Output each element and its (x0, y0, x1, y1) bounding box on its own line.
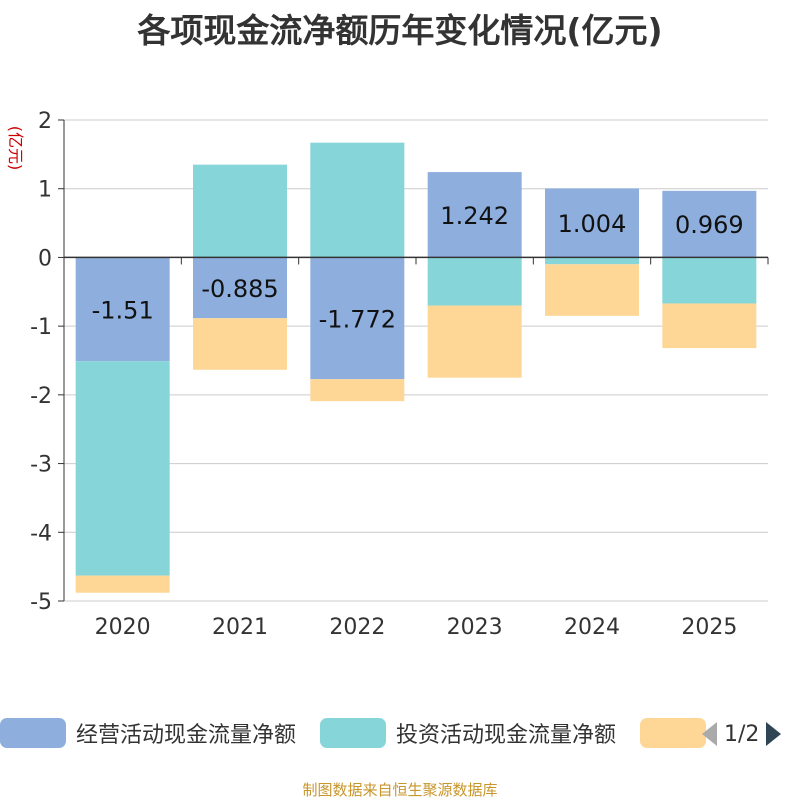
y-tick-label: -1 (30, 315, 52, 340)
x-tick-label-2023: 2023 (447, 615, 503, 640)
legend-label-investing: 投资活动现金流量净额 (396, 723, 617, 748)
y-tick-label: -4 (30, 521, 52, 546)
legend: 经营活动现金流量净额 投资活动现金流量净额 (0, 715, 800, 755)
data-label-2020: -1.51 (92, 296, 154, 324)
y-tick-label: 0 (38, 246, 52, 271)
legend-pager: 1/2 (700, 719, 783, 749)
bar-2021-series-2 (193, 318, 287, 370)
y-tick-label: 2 (38, 109, 52, 134)
y-tick-label: -3 (30, 453, 52, 478)
bar-2020-series-1 (75, 361, 170, 576)
bar-2024-series-0 (545, 188, 639, 258)
data-label-2024: 1.004 (558, 210, 627, 238)
x-tick-label-2021: 2021 (212, 615, 268, 640)
bar-2024-series-2 (545, 264, 639, 316)
legend-next-arrow-icon[interactable] (765, 719, 783, 749)
bar-2025-series-1 (662, 257, 757, 304)
legend-swatch-financing (640, 718, 706, 748)
bar-2025-series-0 (662, 190, 757, 258)
bar-2022-series-1 (310, 142, 405, 258)
data-label-2023: 1.242 (440, 202, 509, 230)
x-tick-label-2020: 2020 (95, 615, 151, 640)
y-tick-label: -2 (30, 384, 52, 409)
legend-item-financing[interactable] (640, 715, 716, 751)
legend-swatch-operating (0, 718, 66, 748)
bar-2024-series-1 (545, 257, 639, 265)
data-label-2022: -1.772 (319, 305, 396, 333)
data-label-2021: -0.885 (201, 275, 278, 303)
chart-title: 各项现金流净额历年变化情况(亿元) (137, 11, 663, 50)
y-tick-label: 1 (38, 178, 52, 203)
legend-swatch-investing (320, 718, 386, 748)
legend-page-indicator: 1/2 (724, 721, 760, 747)
bar-2022-series-2 (310, 379, 405, 402)
bar-2021-series-0 (193, 257, 287, 319)
bar-2023-series-2 (427, 305, 522, 378)
y-tick-label: -5 (30, 590, 52, 615)
legend-item-operating[interactable]: 经营活动现金流量净额 (0, 715, 296, 751)
bar-2020-series-0 (75, 257, 170, 362)
x-tick-label-2022: 2022 (329, 615, 385, 640)
bar-2023-series-1 (427, 257, 522, 306)
legend-prev-arrow-icon[interactable] (700, 719, 718, 749)
y-axis-label: (亿元) (6, 126, 25, 171)
x-tick-label-2024: 2024 (564, 615, 620, 640)
bar-2020-series-2 (75, 575, 170, 593)
legend-item-investing[interactable]: 投资活动现金流量净额 (320, 715, 616, 751)
data-label-2025: 0.969 (675, 211, 744, 239)
legend-label-operating: 经营活动现金流量净额 (76, 723, 297, 748)
bar-2025-series-2 (662, 303, 757, 349)
bar-2021-series-1 (193, 164, 287, 258)
x-tick-label-2025: 2025 (681, 615, 737, 640)
bar-2023-series-0 (427, 172, 522, 258)
bar-2022-series-0 (310, 257, 405, 380)
source-footer: 制图数据来自恒生聚源数据库 (302, 781, 498, 799)
